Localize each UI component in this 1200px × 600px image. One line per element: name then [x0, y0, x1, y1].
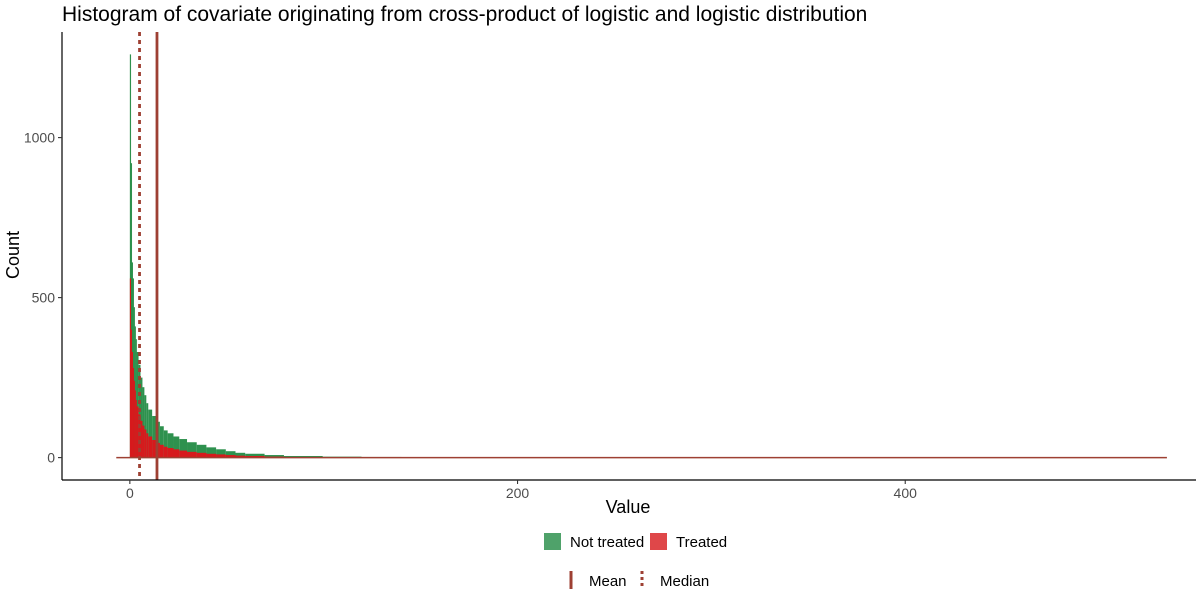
legend-label-treated: Treated: [676, 534, 727, 551]
legend-swatch-treated: [650, 533, 667, 550]
legend-fill: Not treated Treated: [544, 533, 727, 551]
histogram-bar: [235, 455, 246, 458]
legend-label-not-treated: Not treated: [570, 534, 644, 551]
histogram-bar: [173, 449, 180, 458]
histogram-bar: [133, 380, 135, 458]
axes: 0 500 1000 0 200 400: [24, 32, 1196, 501]
histogram-bar: [146, 403, 149, 458]
series-not-treated: [129, 54, 460, 458]
legend-lines: Mean Median: [569, 571, 709, 590]
histogram-bar: [245, 456, 265, 458]
series-treated: [129, 278, 402, 458]
x-tick-label: 400: [894, 485, 918, 501]
histogram-bar: [159, 426, 164, 458]
histogram-bar: [140, 377, 143, 458]
y-tick-label: 1000: [24, 130, 55, 146]
histogram-bar: [206, 447, 217, 458]
histogram-bar: [163, 430, 168, 458]
histogram-bar: [140, 420, 143, 458]
histogram-bar: [245, 453, 265, 458]
histogram-bar: [264, 455, 284, 458]
histogram-bar: [142, 425, 145, 458]
histogram-bar: [130, 163, 133, 458]
histogram-bar: [187, 451, 197, 458]
histogram-bar: [144, 395, 147, 458]
histogram-bar: [179, 439, 188, 458]
histogram-bar: [196, 452, 207, 458]
histogram-bar: [144, 429, 147, 458]
x-axis-title: Value: [606, 497, 651, 517]
histogram-bar: [152, 440, 157, 458]
histogram-bar: [135, 339, 137, 458]
histogram-bar: [225, 451, 236, 458]
histogram-bar: [159, 444, 164, 458]
y-axis-title: Count: [3, 231, 23, 279]
histogram-bar: [225, 455, 236, 458]
histogram-bar: [132, 368, 134, 458]
histogram-bar: [129, 278, 132, 458]
histogram-bar: [206, 453, 217, 458]
histogram-bar: [235, 452, 246, 458]
histogram-bar: [130, 329, 133, 458]
histogram-bar: [216, 454, 226, 458]
y-tick-label: 500: [32, 290, 56, 306]
histogram-bar: [216, 449, 226, 458]
histogram-bar: [283, 456, 323, 458]
x-tick-label: 200: [506, 485, 530, 501]
histogram-bar: [167, 433, 174, 458]
histogram-bar: [187, 442, 197, 458]
histogram-bar: [148, 409, 153, 458]
histogram-bar: [146, 433, 149, 458]
legend-swatch-not-treated: [544, 533, 561, 550]
histogram-bar: [196, 444, 207, 458]
histogram-bar: [167, 448, 174, 458]
chart-title: Histogram of covariate originating from …: [62, 3, 867, 26]
histogram-bar: [173, 436, 180, 458]
histogram-bar: [136, 406, 139, 458]
histogram-bar: [131, 352, 133, 458]
histogram-bar: [152, 416, 157, 458]
histogram-bar: [142, 387, 145, 458]
legend-label-mean: Mean: [589, 573, 627, 590]
y-tick-label: 0: [47, 450, 55, 466]
histogram-bar: [134, 390, 136, 458]
histogram-bar: [136, 352, 139, 458]
histogram-bar: [163, 446, 168, 458]
legend-label-median: Median: [660, 573, 709, 590]
histogram-bar: [129, 54, 132, 458]
histogram-bar: [135, 400, 137, 458]
plot-area: [116, 32, 1167, 480]
x-tick-label: 0: [126, 485, 134, 501]
histogram-bar: [179, 450, 188, 458]
histogram-bar: [148, 436, 153, 458]
